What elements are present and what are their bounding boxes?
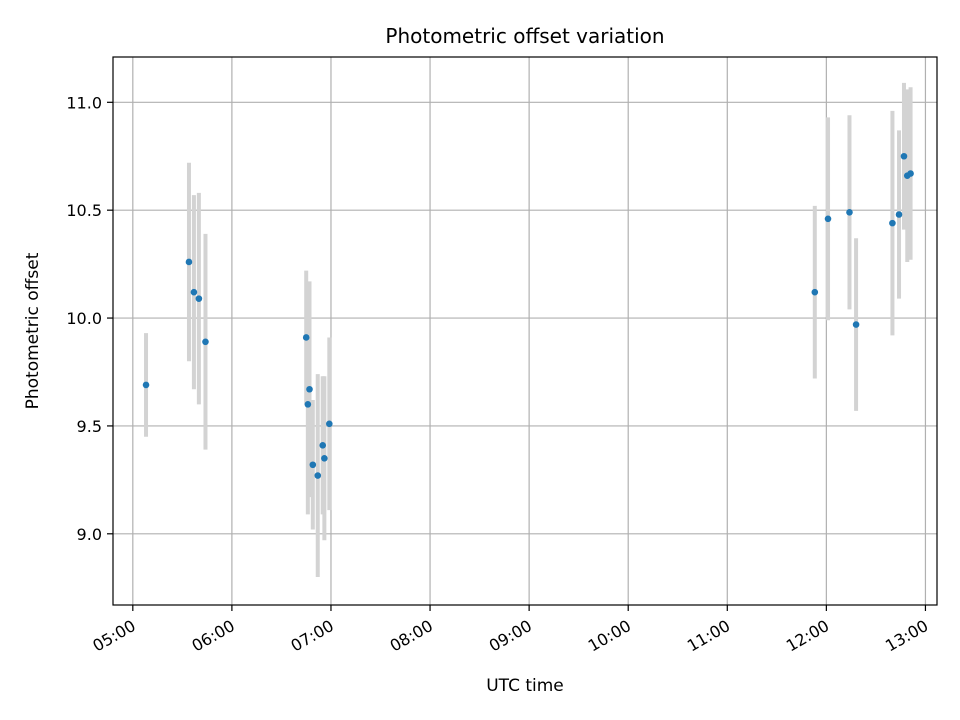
data-point <box>190 288 198 296</box>
data-point <box>202 338 209 346</box>
data-point <box>142 381 150 389</box>
data-point <box>907 170 914 177</box>
data-point <box>824 215 832 223</box>
y-tick-label: 9.5 <box>77 417 102 436</box>
data-point <box>321 454 328 462</box>
data-point <box>852 321 860 328</box>
data-point <box>302 334 310 341</box>
data-point <box>900 152 908 160</box>
y-tick-label: 10.5 <box>66 201 102 220</box>
data-point <box>314 472 322 479</box>
y-tick-label: 11.0 <box>66 93 102 112</box>
data-point <box>326 420 333 428</box>
x-axis-label: UTC time <box>486 676 564 696</box>
data-points <box>142 152 914 479</box>
data-point <box>811 288 819 296</box>
data-point <box>304 401 312 408</box>
data-point <box>306 385 313 393</box>
chart-title: Photometric offset variation <box>385 24 664 48</box>
data-point <box>846 209 853 216</box>
data-point <box>185 258 193 266</box>
data-point <box>309 461 317 469</box>
data-point <box>895 211 903 218</box>
axes-frame <box>112 56 938 606</box>
data-point <box>195 295 203 302</box>
y-axis-label: Photometric offset <box>23 252 43 409</box>
y-tick-label: 9.0 <box>77 525 102 544</box>
y-axis-ticks: 9.0 9.5 10.0 10.5 11.0 <box>66 93 113 544</box>
data-point <box>889 219 896 227</box>
data-point <box>319 442 327 449</box>
y-tick-label: 10.0 <box>66 309 102 328</box>
